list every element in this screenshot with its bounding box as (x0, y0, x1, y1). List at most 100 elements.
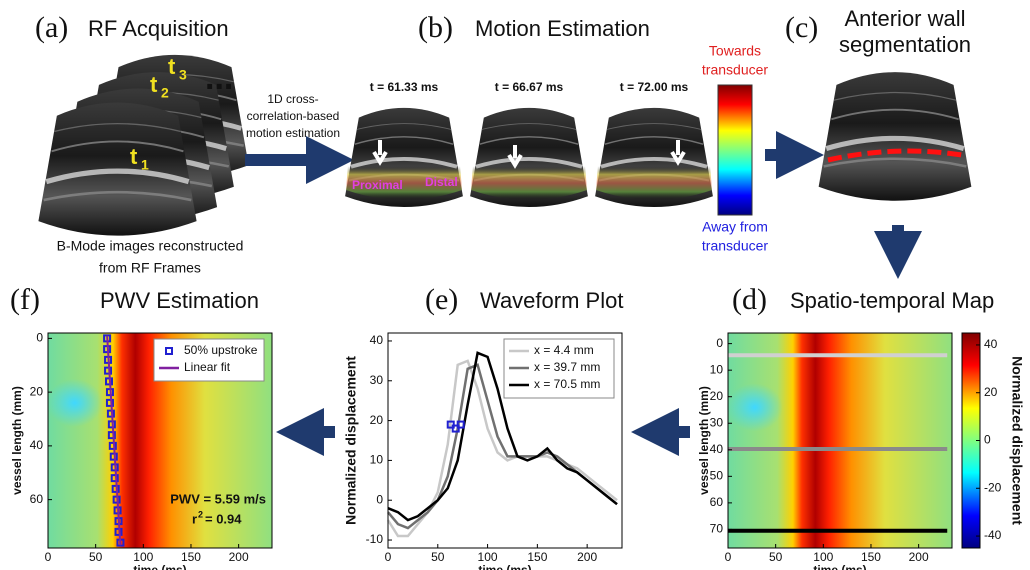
x-tick-label: 100 (813, 550, 833, 564)
colorbar (717, 84, 753, 216)
panel-title: Motion Estimation (475, 16, 650, 41)
overlay (471, 132, 587, 200)
frame-sub: 1 (141, 157, 149, 173)
panel-label: (e) (425, 283, 458, 316)
arrow-text: 1D cross- (267, 92, 318, 106)
colorbar-tick-label: -20 (984, 480, 1002, 494)
motion-frames (345, 105, 713, 208)
frame-label: t (168, 54, 176, 79)
x-tick-label: 150 (527, 550, 547, 564)
y-axis-label: vessel length (mm) (697, 386, 711, 495)
legend-label: x = 4.4 mm (534, 343, 594, 357)
white-arrow (507, 145, 523, 169)
y-tick-label: -10 (366, 532, 384, 546)
upstroke-marker (108, 441, 117, 450)
legend-label: 50% upstroke (184, 343, 258, 357)
line (387, 351, 618, 522)
y-tick-label: 50 (710, 469, 724, 483)
y-tick-label: 0 (36, 331, 43, 345)
legend-swatch (165, 347, 173, 355)
upstroke-marker (110, 474, 119, 483)
legend-label: Linear fit (184, 360, 231, 374)
heatmap (728, 333, 952, 548)
annotation: PWV = 5.59 m/s (170, 491, 266, 506)
colorbar-label: Normalized displacement (1009, 356, 1025, 525)
annotation: 2 (198, 509, 203, 519)
y-tick-label: 10 (370, 453, 384, 467)
y-tick-label: 40 (370, 333, 384, 347)
x-tick-label: 100 (478, 550, 498, 564)
panel-title: Anterior wall (844, 6, 965, 31)
x-tick-label: 50 (769, 550, 783, 564)
proximal: Proximal (352, 178, 403, 192)
arrow-text: correlation-based (247, 109, 340, 123)
y-tick-label: 30 (370, 373, 384, 387)
us-frame (38, 103, 196, 236)
panel-title: RF Acquisition (88, 16, 229, 41)
y-tick-label: 60 (710, 495, 724, 509)
heatmap-blob (46, 378, 103, 427)
colorbar-tick-label: 20 (984, 385, 998, 399)
overlay (596, 132, 712, 200)
panel-label: (b) (418, 11, 453, 44)
caption: B-Mode images reconstructed (57, 238, 244, 254)
x-tick-label: 200 (229, 550, 249, 564)
fit-line (106, 335, 122, 546)
x-tick-label: 50 (431, 550, 445, 564)
x-tick-label: 0 (725, 550, 732, 564)
white-arrow (670, 140, 686, 166)
heatmap-blob (726, 383, 783, 432)
arrow-text: motion estimation (246, 126, 340, 140)
y-tick-label: 30 (710, 415, 724, 429)
x-tick-label: 50 (89, 550, 103, 564)
plot-frame (727, 332, 953, 549)
colorbar-tick-label: 0 (984, 433, 991, 447)
frame-label: t (150, 72, 158, 97)
x-tick-label: 100 (133, 550, 153, 564)
plot-frame (47, 332, 273, 549)
frame-label: t (130, 144, 138, 169)
ellipsis: ... (205, 59, 233, 97)
y-axis-label: vessel length (mm) (10, 386, 24, 495)
plot-frame (387, 332, 623, 549)
upstroke-marker (105, 398, 114, 407)
y-tick-label: 40 (710, 442, 724, 456)
annotation: = 0.94 (205, 511, 242, 526)
wall-segmentation (827, 148, 963, 163)
annotation: r (192, 511, 197, 526)
y-tick-label: 40 (30, 438, 44, 452)
x-tick-label: 0 (385, 550, 392, 564)
x-tick-label: 0 (45, 550, 52, 564)
legend-label: x = 70.5 mm (534, 377, 600, 391)
y-tick-label: 0 (376, 492, 383, 506)
caption: from RF Frames (99, 260, 201, 276)
panel-label: (c) (785, 11, 818, 44)
x-axis-label: time (ms) (478, 563, 531, 570)
frame-time: t = 61.33 ms (370, 80, 439, 94)
panel-label: (f) (10, 283, 40, 316)
frame-sub: 2 (161, 85, 169, 101)
x-tick-label: 200 (577, 550, 597, 564)
y-tick-label: 60 (30, 492, 44, 506)
panel-title: PWV Estimation (100, 288, 259, 313)
x-tick-label: 150 (181, 550, 201, 564)
colorbar-top: Towards (709, 43, 761, 59)
frame-time: t = 72.00 ms (620, 80, 689, 94)
panel-title: Waveform Plot (480, 288, 623, 313)
upstroke-marker (456, 420, 465, 429)
y-tick-label: 20 (710, 389, 724, 403)
us-frame (819, 72, 972, 201)
colorbar-tick-label: 40 (984, 337, 998, 351)
frame-time: t = 66.67 ms (495, 80, 564, 94)
x-tick-label: 150 (861, 550, 881, 564)
white-arrow (372, 140, 388, 166)
frame-sub: 3 (179, 67, 187, 83)
x-axis-label: time (ms) (813, 563, 866, 570)
panel-title: segmentation (839, 32, 971, 57)
colorbar-tick-label: -40 (984, 528, 1002, 542)
legend (153, 338, 265, 382)
y-axis-label: Normalized displacement (343, 356, 359, 525)
colorbar-bottom: Away from (702, 219, 768, 235)
distal: Distal (425, 175, 458, 189)
upstroke-marker (107, 431, 116, 440)
